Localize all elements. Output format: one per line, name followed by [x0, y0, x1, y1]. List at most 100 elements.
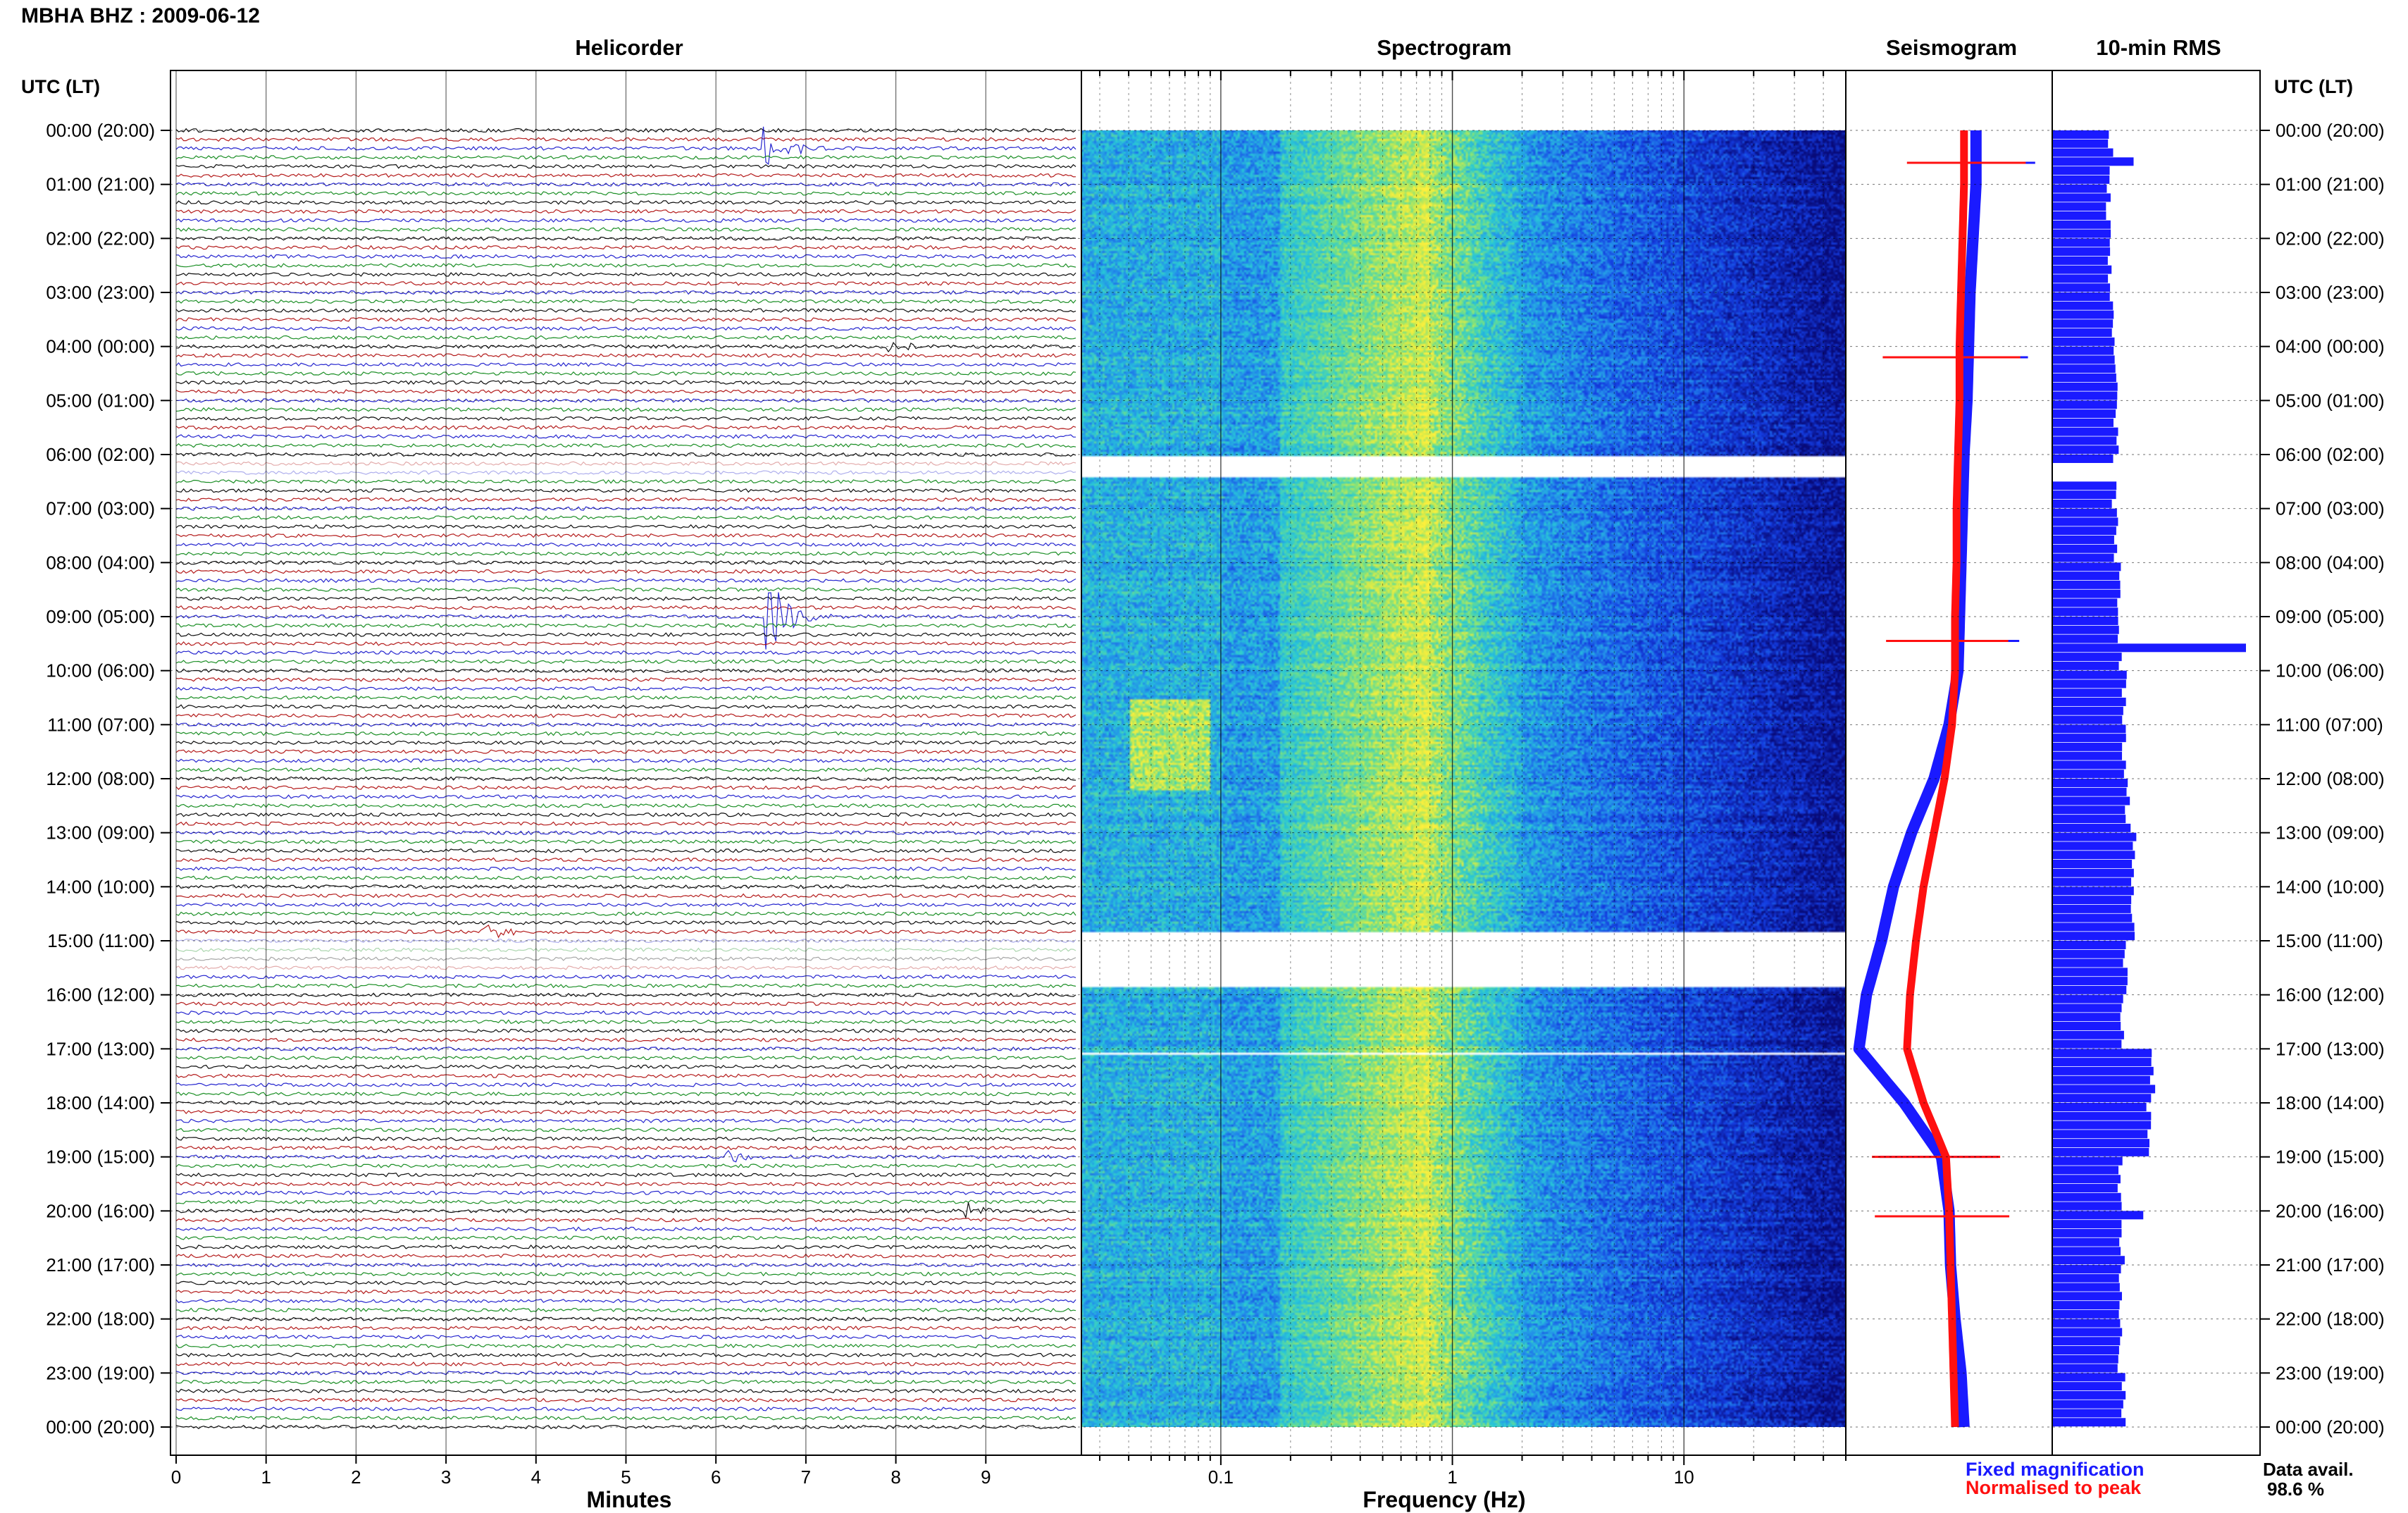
rms-bar — [2052, 715, 2123, 724]
time-label-right: 16:00 (12:00) — [2276, 984, 2385, 1006]
minute-tick-label: 6 — [711, 1466, 721, 1488]
rms-bar — [2052, 1346, 2119, 1354]
rms-bar — [2052, 653, 2122, 662]
rms-bar — [2052, 481, 2117, 490]
rms-bar — [2052, 580, 2121, 589]
rms-bar — [2052, 841, 2133, 851]
rms-bar — [2052, 598, 2118, 607]
time-label-right: 13:00 (09:00) — [2276, 822, 2385, 844]
rms-bar — [2052, 490, 2116, 500]
seismogram-title: Seismogram — [1885, 35, 2018, 60]
time-label-left: 08:00 (04:00) — [46, 552, 155, 573]
time-label-left: 19:00 (15:00) — [46, 1147, 155, 1168]
rms-bar — [2052, 265, 2112, 274]
spectrogram-title: Spectrogram — [1377, 35, 1512, 60]
rms-bar — [2052, 499, 2112, 508]
rms-bar — [2052, 193, 2111, 202]
rms-bar — [2052, 427, 2118, 436]
rms-bar — [2052, 409, 2116, 419]
rms-bar — [2052, 1283, 2120, 1292]
minutes-axis-title: Minutes — [586, 1487, 672, 1512]
rms-bar — [2052, 166, 2110, 175]
time-label-right: 14:00 (10:00) — [2276, 876, 2385, 897]
rms-bar — [2052, 382, 2118, 391]
time-label-right: 15:00 (11:00) — [2276, 930, 2383, 951]
time-label-left: 00:00 (20:00) — [46, 120, 155, 141]
rms-bar — [2052, 391, 2118, 400]
rms-bar — [2052, 643, 2246, 653]
rms-bar — [2052, 157, 2134, 166]
rms-bar — [2052, 1220, 2122, 1229]
rms-bar — [2052, 1390, 2126, 1400]
time-label-left: 06:00 (02:00) — [46, 444, 155, 465]
rms-bar — [2052, 787, 2127, 796]
rms-bar — [2052, 436, 2117, 445]
rms-bar — [2052, 742, 2123, 751]
rms-bar — [2052, 1094, 2152, 1103]
minute-tick-label: 7 — [801, 1466, 811, 1488]
rms-bar — [2052, 922, 2135, 932]
time-label-left: 09:00 (05:00) — [46, 606, 155, 627]
legend-normalised-to-peak: Normalised to peak — [1966, 1477, 2142, 1498]
frequency-axis-title: Frequency (Hz) — [1363, 1487, 1526, 1512]
rms-bar — [2052, 1400, 2123, 1409]
rms-bar — [2052, 896, 2132, 905]
time-label-right: 01:00 (21:00) — [2276, 174, 2385, 195]
rms-bar — [2052, 1111, 2152, 1120]
rms-bar — [2052, 823, 2131, 832]
rms-bar — [2052, 1156, 2123, 1166]
rms-bar — [2052, 625, 2119, 634]
rms-bar — [2052, 1075, 2150, 1085]
time-label-right: 02:00 (22:00) — [2276, 228, 2385, 249]
time-label-right: 12:00 (08:00) — [2276, 768, 2385, 789]
time-label-right: 09:00 (05:00) — [2276, 606, 2385, 627]
rms-bar — [2052, 779, 2128, 787]
legend-fixed-magnification: Fixed magnification — [1966, 1459, 2145, 1480]
time-label-left: 16:00 (12:00) — [46, 984, 155, 1006]
rms-bar — [2052, 977, 2128, 986]
time-label-left: 13:00 (09:00) — [46, 822, 155, 844]
rms-bar — [2052, 247, 2111, 257]
rms-bar — [2052, 832, 2137, 841]
rms-bar — [2052, 319, 2114, 328]
rms-bar — [2052, 1354, 2118, 1364]
rms-bar — [2052, 130, 2109, 139]
minute-tick-label: 3 — [441, 1466, 451, 1488]
time-label-left: 17:00 (13:00) — [46, 1038, 155, 1059]
rms-bar — [2052, 1382, 2122, 1391]
time-label-right: 20:00 (16:00) — [2276, 1200, 2385, 1221]
rms-bar — [2052, 220, 2111, 229]
rms-bar — [2052, 1085, 2156, 1094]
rms-bar — [2052, 1319, 2121, 1328]
time-label-right: 03:00 (23:00) — [2276, 282, 2385, 303]
rms-bar — [2052, 1013, 2121, 1022]
time-axis-label-right: UTC (LT) — [2274, 76, 2353, 97]
rms-bar — [2052, 770, 2124, 779]
time-label-right: 17:00 (13:00) — [2276, 1038, 2385, 1059]
station-title: MBHA BHZ : 2009-06-12 — [21, 4, 260, 27]
rms-bar — [2052, 932, 2135, 941]
time-label-left: 05:00 (01:00) — [46, 390, 155, 411]
rms-bar — [2052, 868, 2134, 877]
rms-bar — [2052, 679, 2126, 688]
rms-bar — [2052, 310, 2114, 319]
frequency-tick-label: 1 — [1447, 1466, 1457, 1488]
rms-bar — [2052, 1192, 2121, 1202]
rms-bar — [2052, 1328, 2123, 1337]
rms-bar — [2052, 887, 2134, 896]
rms-bar — [2052, 1211, 2144, 1220]
rms-bar — [2052, 1273, 2119, 1283]
rms-bar — [2052, 860, 2133, 868]
minute-tick-label: 1 — [261, 1466, 271, 1488]
time-label-left: 18:00 (14:00) — [46, 1092, 155, 1113]
rms-bar — [2052, 913, 2133, 922]
time-label-right: 06:00 (02:00) — [2276, 444, 2385, 465]
time-label-left: 02:00 (22:00) — [46, 228, 155, 249]
rms-bar — [2052, 536, 2114, 544]
rms-bar — [2052, 1301, 2120, 1310]
rms-bar — [2052, 751, 2123, 760]
rms-bar — [2052, 1058, 2152, 1067]
time-label-left: 12:00 (08:00) — [46, 768, 155, 789]
rms-bar — [2052, 698, 2126, 706]
rms-bar — [2052, 1049, 2152, 1058]
